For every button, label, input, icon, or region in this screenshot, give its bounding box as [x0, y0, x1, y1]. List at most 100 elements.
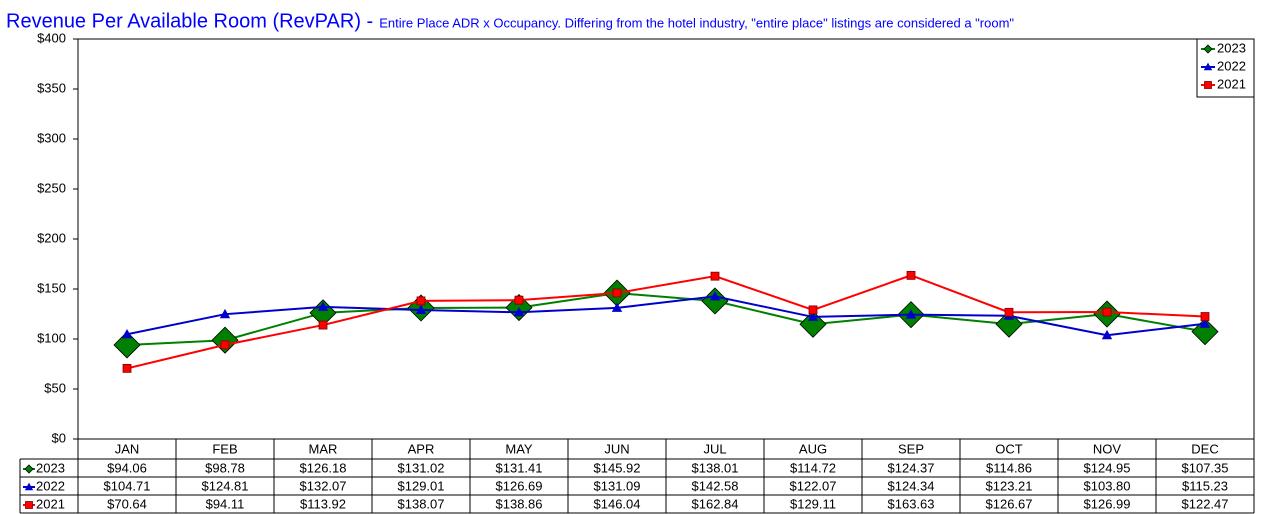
table-value: $126.18	[300, 460, 347, 475]
data-point	[318, 320, 328, 330]
x-tick-label: SEP	[898, 441, 924, 456]
data-point	[219, 308, 231, 319]
data-point	[905, 309, 917, 319]
table-value: $98.78	[205, 460, 245, 475]
x-tick-label: DEC	[1191, 441, 1218, 456]
x-tick-label: MAY	[505, 441, 533, 456]
table-series-label: 2023	[36, 460, 65, 475]
y-tick-label: $100	[37, 330, 66, 345]
table-value: $113.92	[300, 496, 346, 511]
table-value: $132.07	[300, 478, 347, 493]
y-tick-label: $350	[37, 80, 66, 95]
chart-title: Revenue Per Available Room (RevPAR) -	[6, 10, 373, 32]
data-point	[211, 326, 239, 354]
table-value: $123.21	[986, 478, 1033, 493]
data-point	[906, 270, 916, 280]
data-point	[514, 295, 524, 305]
table-value: $129.11	[790, 496, 836, 511]
data-point	[416, 296, 426, 306]
legend-label: 2023	[1217, 40, 1246, 55]
x-tick-label: OCT	[995, 441, 1023, 456]
table-value: $126.99	[1084, 496, 1131, 511]
data-point	[709, 291, 721, 301]
table-value: $131.41	[496, 460, 543, 475]
series-line	[126, 274, 1206, 370]
table-legend-marker	[24, 482, 34, 491]
x-tick-label: JUN	[604, 441, 629, 456]
table-value: $94.11	[206, 496, 245, 511]
x-tick-label: APR	[408, 441, 435, 456]
data-point	[220, 340, 230, 350]
y-tick-label: $300	[37, 130, 66, 145]
table-value: $124.95	[1084, 460, 1131, 475]
table-value: $107.35	[1182, 460, 1229, 475]
table-value: $162.84	[692, 496, 739, 511]
table-value: $115.23	[1182, 478, 1228, 493]
x-tick-label: MAR	[309, 441, 338, 456]
table-value: $104.71	[104, 478, 151, 493]
table-value: $114.72	[790, 460, 836, 475]
data-point	[1101, 329, 1113, 340]
table-value: $126.67	[986, 496, 1033, 511]
data-point	[317, 301, 329, 311]
table-value: $114.86	[986, 460, 1032, 475]
data-point	[415, 304, 427, 314]
table-value: $122.07	[790, 478, 837, 493]
table-series-label: 2021	[36, 496, 65, 511]
data-point	[611, 302, 623, 312]
table-value: $146.04	[594, 496, 641, 511]
data-point	[710, 271, 720, 281]
table-value: $163.63	[888, 496, 935, 511]
y-tick-label: $200	[37, 230, 66, 245]
table-value: $126.69	[496, 478, 543, 493]
data-point	[1200, 312, 1210, 321]
y-tick-label: $50	[44, 380, 66, 395]
y-tick-label: $400	[37, 30, 66, 45]
x-tick-label: AUG	[799, 441, 827, 456]
data-point	[513, 306, 525, 317]
data-point	[1199, 318, 1211, 328]
x-tick-label: JUL	[703, 441, 726, 456]
legend-marker	[1204, 81, 1212, 89]
legend-label: 2021	[1217, 76, 1246, 91]
table-legend-marker	[25, 501, 33, 509]
data-point	[808, 305, 818, 315]
x-tick-label: JAN	[115, 441, 140, 456]
legend-marker	[1203, 44, 1213, 54]
table-value: $131.09	[594, 478, 641, 493]
table-value: $70.64	[107, 496, 147, 511]
table-value: $122.47	[1182, 496, 1229, 511]
table-value: $138.86	[496, 496, 543, 511]
table-value: $124.37	[888, 460, 935, 475]
data-point	[122, 363, 132, 373]
series-line	[126, 292, 1206, 346]
table-value: $94.06	[107, 460, 147, 475]
table-series-label: 2022	[36, 478, 65, 493]
table-value: $129.01	[398, 478, 445, 493]
data-point	[121, 328, 133, 339]
legend-label: 2022	[1217, 58, 1246, 73]
series-line	[126, 295, 1206, 337]
y-tick-label: $150	[37, 280, 66, 295]
table-value: $124.81	[202, 478, 249, 493]
y-tick-label: $250	[37, 180, 66, 195]
table-value: $142.58	[692, 478, 739, 493]
chart-subtitle: Entire Place ADR x Occupancy. Differing …	[379, 15, 1014, 30]
data-point	[1102, 307, 1112, 317]
table-legend-marker	[24, 464, 34, 474]
table-value: $131.02	[398, 460, 445, 475]
table-value: $138.01	[692, 460, 739, 475]
data-point	[799, 310, 827, 338]
table-value: $145.92	[594, 460, 641, 475]
data-point	[113, 331, 141, 359]
x-tick-label: FEB	[212, 441, 237, 456]
table-value: $138.07	[398, 496, 445, 511]
data-point	[807, 311, 819, 321]
x-tick-label: NOV	[1093, 441, 1122, 456]
y-tick-label: $0	[52, 430, 66, 445]
plot-border	[77, 38, 1255, 440]
table-value: $103.80	[1084, 478, 1131, 493]
legend-marker	[1203, 62, 1213, 71]
data-point	[1004, 307, 1014, 317]
